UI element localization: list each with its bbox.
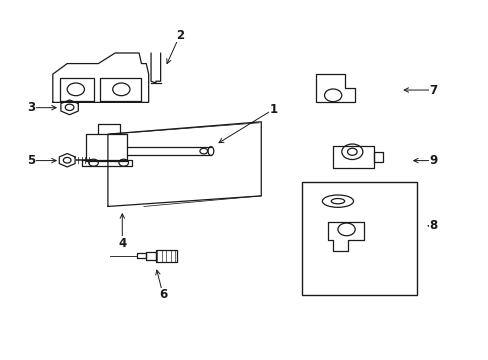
Text: 4: 4 <box>118 237 126 250</box>
Text: 3: 3 <box>27 101 35 114</box>
Text: 9: 9 <box>429 154 437 167</box>
Text: 6: 6 <box>159 288 167 301</box>
Bar <box>302 182 416 294</box>
Text: 1: 1 <box>268 103 277 116</box>
Text: 5: 5 <box>27 154 35 167</box>
Text: 7: 7 <box>429 84 437 96</box>
Text: 8: 8 <box>429 219 437 232</box>
Text: 2: 2 <box>175 29 183 42</box>
